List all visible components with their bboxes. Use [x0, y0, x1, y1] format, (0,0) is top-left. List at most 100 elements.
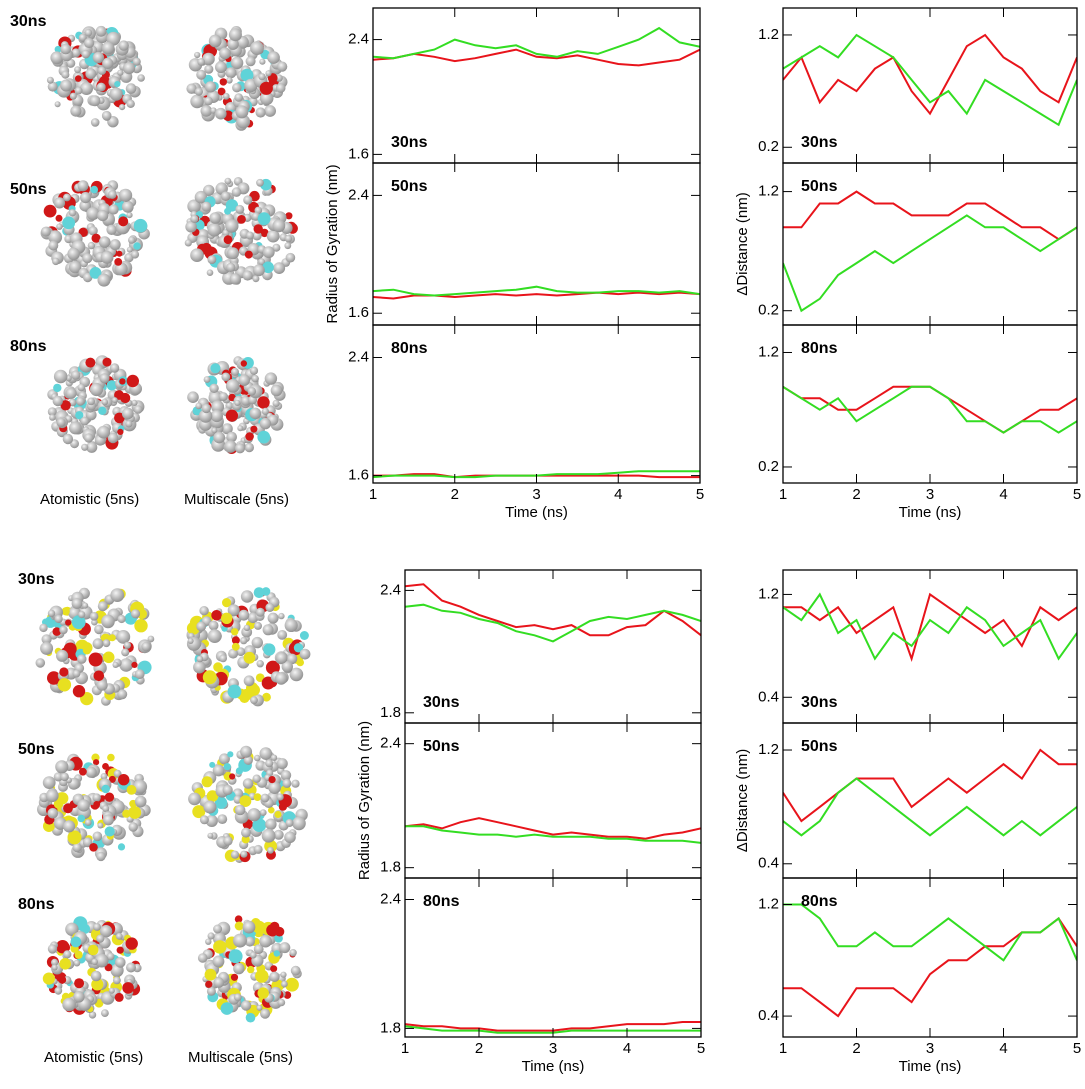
atom	[84, 37, 95, 49]
molecule	[188, 745, 308, 863]
x-tick-label: 3	[532, 486, 540, 503]
atom	[61, 70, 70, 79]
plot-area	[373, 26, 700, 67]
chart-panel: 1.6 2.4 Radius of Gyration (nm) 50ns	[324, 162, 701, 326]
atom	[219, 47, 231, 60]
series-line	[373, 26, 700, 60]
atom	[238, 374, 250, 387]
series-line	[405, 583, 701, 637]
atom	[80, 923, 91, 934]
atom	[114, 81, 121, 88]
atom	[273, 829, 284, 840]
y-tick-label: 2.4	[380, 581, 401, 598]
atom	[89, 612, 99, 621]
atom	[260, 793, 270, 803]
atom	[270, 754, 278, 761]
atom	[234, 93, 243, 102]
atom	[231, 367, 239, 376]
atom	[257, 396, 270, 409]
atom	[91, 618, 98, 626]
atom	[117, 843, 126, 851]
atom	[75, 75, 82, 82]
atom	[107, 753, 115, 762]
atom	[97, 601, 108, 612]
atom	[74, 950, 83, 959]
atom	[270, 384, 283, 397]
atom	[102, 57, 114, 69]
atom	[77, 654, 87, 664]
atom	[63, 193, 71, 202]
series-line	[783, 592, 1077, 661]
chart-panel: 0.4 1.2 ΔDistance (nm) 50ns	[734, 722, 1078, 879]
atom	[55, 760, 69, 774]
atom	[61, 607, 70, 616]
y-tick-label: 1.2	[758, 585, 779, 602]
atom	[296, 658, 305, 667]
image-caption: Atomistic (5ns)	[40, 491, 139, 508]
atom	[40, 226, 51, 237]
molecule	[40, 180, 150, 287]
atom	[265, 818, 277, 830]
atom	[82, 253, 93, 264]
y-tick-label: 0.4	[758, 688, 779, 705]
atom	[93, 670, 105, 682]
plot-area	[783, 592, 1077, 662]
atom	[133, 405, 143, 414]
atom	[242, 270, 253, 281]
atom	[84, 433, 94, 443]
atom	[108, 987, 115, 994]
molecule	[42, 916, 142, 1019]
y-tick-label: 1.8	[380, 859, 401, 876]
atom	[250, 41, 264, 55]
atom	[97, 66, 107, 75]
atom	[234, 443, 246, 454]
atom	[264, 372, 278, 385]
atom	[208, 620, 219, 631]
atom	[102, 814, 114, 826]
panel-annotation: 30ns	[423, 694, 460, 711]
atom	[96, 82, 106, 92]
series-line	[783, 385, 1077, 434]
atom	[221, 372, 231, 382]
atom	[184, 239, 192, 247]
molecule	[35, 587, 155, 706]
plot-area	[783, 33, 1077, 127]
y-tick-label: 1.6	[348, 304, 369, 321]
atom	[206, 269, 214, 277]
atom	[256, 660, 264, 668]
time-label: 30ns	[18, 571, 55, 588]
atom	[230, 973, 239, 981]
atom	[121, 200, 134, 213]
atom	[104, 792, 115, 802]
series-line	[783, 190, 1077, 241]
atom	[234, 921, 244, 931]
atom	[42, 776, 56, 789]
atom	[274, 811, 282, 818]
atom	[80, 416, 90, 426]
atom	[47, 407, 57, 417]
atom	[96, 851, 106, 862]
atom	[72, 669, 81, 678]
panel-annotation: 80ns	[801, 893, 838, 910]
atom	[120, 392, 131, 404]
time-label: 50ns	[18, 741, 55, 758]
atom	[86, 207, 100, 221]
atom	[53, 197, 66, 209]
atom	[291, 779, 300, 788]
atom	[90, 185, 98, 194]
atom	[42, 972, 56, 985]
atom	[256, 178, 264, 187]
atom	[280, 770, 292, 781]
atom	[74, 66, 82, 74]
atom	[132, 57, 141, 66]
atom	[70, 936, 82, 948]
atom	[193, 660, 206, 674]
atom	[285, 977, 299, 992]
atom	[71, 48, 81, 58]
atom	[96, 934, 105, 943]
atom	[112, 661, 119, 669]
atom	[261, 828, 276, 843]
atom	[89, 382, 104, 397]
time-label: 50ns	[10, 181, 47, 198]
plot-area	[783, 748, 1077, 837]
